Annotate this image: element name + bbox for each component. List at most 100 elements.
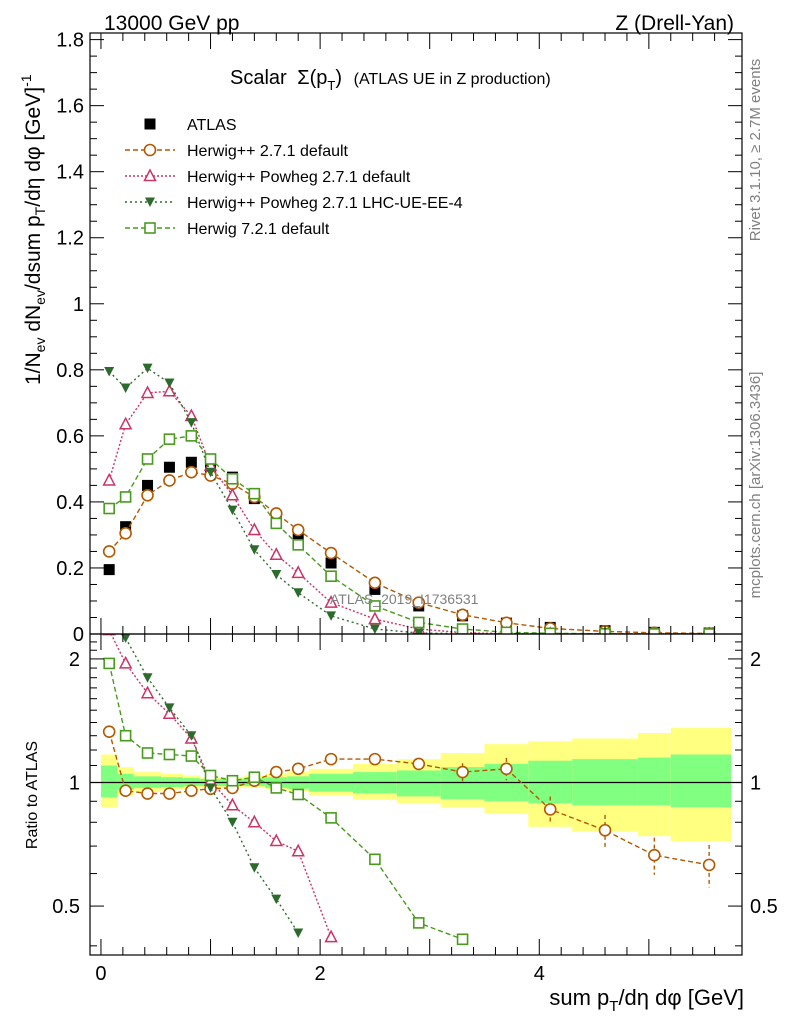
ratio-point-herwig271 <box>456 765 469 779</box>
ratio-point-herwig271 <box>412 757 426 771</box>
legend-entry-lhcue: Herwig++ Powheg 2.7.1 LHC-UE-EE-4 <box>125 195 463 212</box>
y-tick-label: 1.2 <box>56 228 84 250</box>
point-herwig271 <box>412 596 426 609</box>
ratio-point-herwig271 <box>543 803 557 816</box>
ratio-tick-label-right: 0.5 <box>750 896 778 918</box>
series-herwig271 <box>102 465 716 634</box>
y-tick-label: 1 <box>73 294 84 316</box>
legend-marker <box>144 222 156 234</box>
ratio-point-herwig271 <box>598 823 612 837</box>
point-atlas <box>142 479 154 491</box>
green-band-bin <box>117 773 134 790</box>
point-herwig721 <box>500 626 513 634</box>
series-atlas <box>103 456 715 634</box>
point-lhcue <box>369 624 380 634</box>
ratio-point-herwig271 <box>324 752 338 766</box>
ratio-point-herwig721 <box>185 750 198 762</box>
ratio-tick-label: 1 <box>69 772 80 794</box>
legend-entry-atlas: ATLAS <box>144 117 237 134</box>
point-lhcue <box>186 418 197 428</box>
point-herwig721 <box>703 628 715 634</box>
ratio-point-herwig721 <box>119 729 132 742</box>
point-powheg <box>225 487 240 501</box>
ratio-point-herwig721 <box>270 782 283 794</box>
rivet-label: Rivet 3.1.10, ≥ 2.7M events <box>747 59 764 242</box>
ratio-point-powheg <box>269 833 284 847</box>
ratio-point-powheg <box>102 634 116 636</box>
point-atlas <box>292 532 304 544</box>
point-herwig721 <box>270 517 283 530</box>
point-powheg <box>269 547 284 560</box>
ratio-point-herwig271 <box>368 752 382 766</box>
point-lhcue <box>142 363 153 374</box>
main-axes: 0 0.2 0.4 0.6 0.8 1 1.2 1.4 1.6 1.8 <box>56 30 743 646</box>
point-lhcue <box>413 628 424 634</box>
point-herwig721 <box>248 487 261 500</box>
legend-marker <box>145 197 155 207</box>
point-herwig271 <box>291 523 305 537</box>
y-tick-label: 0.8 <box>56 360 84 382</box>
ratio-point-herwig271 <box>185 784 198 798</box>
ratio-point-herwig271 <box>163 787 176 800</box>
legend-marker <box>143 143 157 157</box>
legend-label: Herwig 7.2.1 default <box>187 221 330 238</box>
y-tick-label: 0.2 <box>56 558 84 580</box>
ratio-tick-label-right: 1 <box>750 772 761 794</box>
ratio-series-lhcue <box>120 634 304 938</box>
ratio-frame <box>89 633 743 956</box>
legend-marker <box>144 118 156 130</box>
point-powheg <box>368 611 382 625</box>
point-herwig271 <box>141 489 154 502</box>
y-tick-label: 1.6 <box>56 96 84 118</box>
ratio-point-herwig271 <box>102 725 116 738</box>
legend-entry-herwig271: Herwig++ 2.7.1 default <box>125 143 349 160</box>
ratio-point-lhcue <box>227 817 238 828</box>
ratio-series-herwig721 <box>103 657 469 946</box>
ratio-point-lhcue <box>293 928 304 938</box>
ratio-line-lhcue <box>124 637 299 934</box>
point-herwig721 <box>412 616 425 629</box>
ratio-point-herwig721 <box>103 657 115 670</box>
ratio-point-powheg <box>324 929 338 943</box>
legend-label: Herwig++ 2.7.1 default <box>187 143 349 160</box>
ratio-point-herwig721 <box>226 774 239 787</box>
y-tick-label: 1.8 <box>56 30 84 52</box>
point-herwig721 <box>141 453 154 465</box>
green-band-bin <box>396 770 441 797</box>
point-powheg <box>247 522 262 536</box>
ratio-point-powheg <box>118 655 133 669</box>
ratio-point-herwig721 <box>456 933 469 946</box>
point-powheg <box>291 565 305 579</box>
point-lhcue <box>164 378 175 389</box>
legend-entry-powheg: Herwig++ Powheg 2.7.1 default <box>125 168 411 186</box>
point-lhcue <box>293 588 304 598</box>
point-atlas <box>369 583 381 595</box>
legend-label: Herwig++ Powheg 2.7.1 LHC-UE-EE-4 <box>187 195 463 212</box>
ratio-point-powheg <box>140 685 155 699</box>
ratio-point-lhcue <box>120 634 131 643</box>
x-tick-label: 0 <box>95 963 106 985</box>
ratio-point-lhcue <box>164 703 175 713</box>
ratio-point-herwig271 <box>291 762 305 776</box>
point-herwig271 <box>324 546 338 560</box>
point-powheg <box>102 472 116 486</box>
green-band-bin <box>637 757 671 806</box>
ratio-point-herwig271 <box>648 848 661 862</box>
header-right: Z (Drell-Yan) <box>615 12 734 35</box>
mcplots-label: mcplots.cern.ch [arXiv:1306.3436] <box>747 372 764 599</box>
ratio-tick-label: 2 <box>69 649 80 671</box>
y-tick-label: 1.4 <box>56 162 84 184</box>
y-axis-label: 1/Nev dNev/dsum pT/dη dφ [GeV]-1 <box>18 74 48 385</box>
line-herwig271 <box>108 471 710 634</box>
point-herwig271 <box>119 526 132 540</box>
point-herwig721 <box>292 539 305 551</box>
point-herwig721 <box>325 570 337 583</box>
point-powheg <box>140 385 155 399</box>
y-tick-label: 0 <box>73 624 84 646</box>
point-herwig271 <box>163 474 176 487</box>
ratio-line-powheg <box>110 634 332 938</box>
ratio-point-herwig271 <box>269 765 283 779</box>
x-tick-label: 2 <box>315 963 326 985</box>
ratio-point-herwig271 <box>702 858 716 872</box>
ratio-point-herwig721 <box>369 853 381 866</box>
